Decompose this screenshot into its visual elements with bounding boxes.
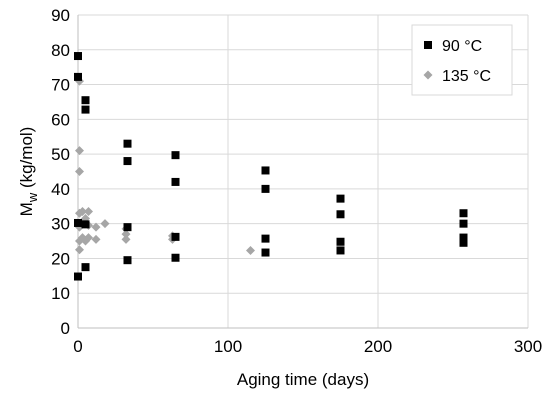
data-point <box>91 234 101 244</box>
data-point <box>74 272 82 281</box>
data-point <box>74 52 82 61</box>
y-tick-label: 60 <box>51 110 70 129</box>
data-point <box>459 219 468 228</box>
data-point <box>459 209 468 218</box>
data-point <box>75 245 84 255</box>
y-tick-label: 80 <box>51 41 70 60</box>
y-axis-label-main: M <box>17 202 36 216</box>
data-point <box>74 218 82 227</box>
data-point <box>336 237 345 246</box>
data-point <box>81 220 90 229</box>
data-point <box>91 222 101 232</box>
legend-label: 135 °C <box>442 68 491 85</box>
data-point <box>123 157 132 166</box>
data-point <box>336 210 345 219</box>
data-point <box>246 245 255 255</box>
data-point <box>75 146 84 156</box>
data-point <box>261 234 270 243</box>
series-diamonds <box>75 76 255 255</box>
data-point <box>171 151 180 160</box>
x-tick-label: 100 <box>214 337 242 356</box>
data-point <box>121 229 131 239</box>
x-axis-label: Aging time (days) <box>237 370 369 389</box>
legend: 90 °C 135 °C <box>411 24 513 96</box>
series-squares <box>74 52 468 281</box>
y-tick-label: 0 <box>61 319 70 338</box>
y-tick-label: 10 <box>51 284 70 303</box>
x-tick-label: 0 <box>73 337 82 356</box>
data-point <box>84 233 93 243</box>
y-tick-label: 30 <box>51 215 70 234</box>
y-tick-label: 20 <box>51 249 70 268</box>
data-point <box>121 234 131 244</box>
x-tick-label: 300 <box>514 337 542 356</box>
data-point <box>78 206 87 216</box>
legend-label: 90 °C <box>442 38 482 55</box>
data-series <box>74 52 468 281</box>
data-point <box>171 253 180 262</box>
data-point <box>84 206 93 216</box>
data-point <box>261 184 270 193</box>
data-point <box>261 248 270 257</box>
data-point <box>123 256 132 265</box>
y-tick-label: 90 <box>51 6 70 25</box>
y-axis-label-suffix: (kg/mol) <box>17 127 36 193</box>
legend-marker <box>424 41 432 49</box>
data-point <box>336 246 345 255</box>
data-point <box>81 96 90 105</box>
data-point <box>261 166 270 175</box>
y-tick-label: 70 <box>51 76 70 95</box>
y-tick-label: 40 <box>51 180 70 199</box>
data-point <box>459 238 468 247</box>
data-point <box>336 194 345 203</box>
data-point <box>123 139 132 148</box>
data-point <box>171 232 180 241</box>
data-point <box>74 72 82 81</box>
y-axis-label-subscript: w <box>25 192 40 203</box>
data-point <box>75 167 84 176</box>
data-point <box>81 263 90 272</box>
y-tick-label: 50 <box>51 145 70 164</box>
tick-labels: 0 10 20 30 40 50 60 70 80 90 0 100 200 300 <box>51 6 542 356</box>
legend-box <box>411 24 513 96</box>
grid-lines <box>78 14 529 328</box>
data-point <box>459 233 468 242</box>
data-point <box>171 177 180 186</box>
y-axis-label: Mw (kg/mol) <box>17 127 40 217</box>
data-point <box>123 223 132 232</box>
legend-marker <box>423 70 433 80</box>
data-point <box>81 105 90 114</box>
data-point <box>100 219 110 229</box>
x-tick-label: 200 <box>364 337 392 356</box>
